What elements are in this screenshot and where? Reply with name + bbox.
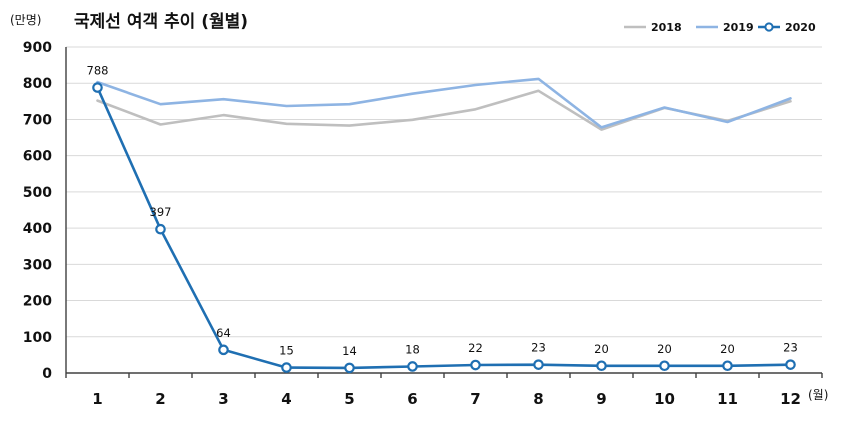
data-point-marker xyxy=(722,360,733,372)
data-label: 20 xyxy=(657,342,672,356)
x-tick-label: 8 xyxy=(533,390,543,408)
data-label: 20 xyxy=(720,342,735,356)
legend-label: 2018 xyxy=(651,21,682,34)
series-line-2020 xyxy=(96,86,792,370)
y-tick-label: 300 xyxy=(23,257,52,273)
data-label: 20 xyxy=(594,342,609,356)
data-label: 64 xyxy=(216,326,231,340)
legend-label: 2020 xyxy=(785,21,816,34)
x-tick-label: 6 xyxy=(407,390,417,408)
data-label: 23 xyxy=(783,341,798,355)
x-tick-label: 4 xyxy=(281,390,291,408)
series-2020: 788 397 64 15 14 18 22 23 20 20 20 23 xyxy=(87,64,798,374)
series-2018 xyxy=(96,89,792,131)
x-axis-ticks: 1 2 3 4 5 6 7 8 9 10 11 12 xyxy=(92,390,801,408)
y-tick-label: 700 xyxy=(23,112,52,128)
data-label: 788 xyxy=(87,64,109,78)
data-point-marker xyxy=(785,359,796,370)
x-tick-label: 1 xyxy=(92,390,102,408)
legend-item-2019: 2019 xyxy=(696,21,754,34)
data-point-marker xyxy=(470,359,481,371)
series-2019 xyxy=(96,77,792,129)
data-label: 22 xyxy=(468,341,483,355)
x-tick-label: 11 xyxy=(717,390,738,408)
legend-item-2018: 2018 xyxy=(624,21,682,34)
legend: 2018 2019 2020 xyxy=(624,21,816,34)
y-tick-label: 500 xyxy=(23,185,52,201)
axes xyxy=(65,47,823,378)
y-axis-unit-label: (만명) xyxy=(10,13,41,27)
data-label: 18 xyxy=(405,342,420,356)
data-point-marker xyxy=(407,361,418,372)
series-lines: 788 397 64 15 14 18 22 23 20 20 20 23 xyxy=(87,64,798,374)
data-label: 23 xyxy=(531,341,546,355)
legend-label: 2019 xyxy=(723,21,754,34)
data-label: 14 xyxy=(342,344,357,358)
data-point-marker xyxy=(155,223,166,235)
y-tick-label: 800 xyxy=(23,76,52,92)
legend-marker xyxy=(764,22,774,32)
data-point-marker xyxy=(281,362,292,373)
x-tick-label: 5 xyxy=(344,390,354,408)
data-label: 15 xyxy=(279,344,294,358)
data-point-marker xyxy=(344,362,355,374)
y-tick-label: 0 xyxy=(42,366,52,382)
y-tick-label: 400 xyxy=(23,221,52,237)
x-tick-label: 7 xyxy=(470,390,480,408)
x-axis-unit-label: (월) xyxy=(808,388,828,402)
data-label: 397 xyxy=(150,205,172,219)
data-point-marker xyxy=(533,359,544,370)
x-tick-label: 2 xyxy=(155,390,165,408)
data-point-marker xyxy=(596,360,607,372)
y-axis-ticks: 0 100 200 300 400 500 600 700 800 900 xyxy=(23,40,52,382)
data-point-marker xyxy=(218,344,229,356)
series-line-2018 xyxy=(96,89,792,131)
y-tick-label: 100 xyxy=(23,330,52,346)
legend-item-2020: 2020 xyxy=(758,21,816,34)
x-tick-label: 10 xyxy=(654,390,675,408)
x-tick-label: 12 xyxy=(780,390,801,408)
data-point-marker xyxy=(659,360,670,372)
x-tick-label: 3 xyxy=(218,390,228,408)
chart-title: 국제선 여객 추이 (월별) xyxy=(74,12,248,32)
y-tick-label: 200 xyxy=(23,294,52,310)
series-line-2019 xyxy=(96,77,792,129)
x-tick-label: 9 xyxy=(596,390,606,408)
data-point-marker xyxy=(92,82,103,93)
y-tick-label: 600 xyxy=(23,149,52,165)
y-tick-label: 900 xyxy=(23,40,52,56)
